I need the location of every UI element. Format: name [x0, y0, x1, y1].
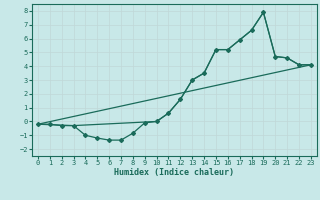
X-axis label: Humidex (Indice chaleur): Humidex (Indice chaleur) — [115, 168, 234, 177]
